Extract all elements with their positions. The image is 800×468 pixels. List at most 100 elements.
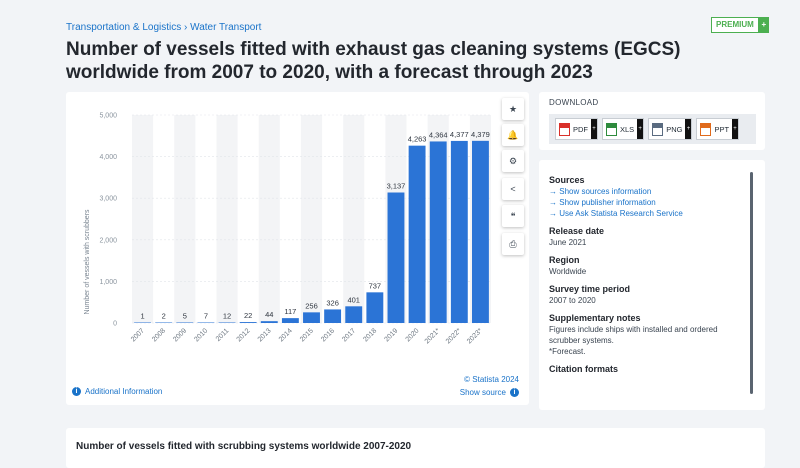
bar <box>260 321 278 323</box>
share-icon[interactable]: < <box>502 178 524 200</box>
region-heading: Region <box>549 255 580 265</box>
x-tick-label: 2014 <box>278 327 294 343</box>
bar <box>155 322 173 323</box>
data-label: 117 <box>284 307 296 316</box>
download-ppt-label: PPT <box>714 124 730 134</box>
data-label: 44 <box>265 310 273 319</box>
data-label: 5 <box>183 312 187 321</box>
show-sources-link[interactable]: → Show sources information <box>549 187 652 196</box>
x-tick-label: 2009 <box>172 327 188 343</box>
bar <box>366 292 384 323</box>
xls-icon <box>606 122 617 136</box>
x-tick-label: 2022* <box>445 327 463 345</box>
plus-icon: + <box>685 119 692 139</box>
quote-icon[interactable]: ❝ <box>502 205 524 227</box>
column-band <box>216 115 238 323</box>
bar <box>429 141 447 323</box>
notes-forecast: *Forecast. <box>549 347 586 356</box>
print-icon[interactable]: ⎙ <box>502 233 524 255</box>
x-tick-label: 2016 <box>320 327 336 343</box>
ask-statista-link[interactable]: → Use Ask Statista Research Service <box>549 209 683 218</box>
y-tick-label: 5,000 <box>99 113 117 120</box>
additional-info-link[interactable]: i Additional Information <box>72 387 162 396</box>
show-publisher-link[interactable]: → Show publisher information <box>549 198 656 207</box>
bar <box>239 322 257 323</box>
premium-badge[interactable]: PREMIUM + <box>711 17 769 33</box>
bar <box>176 322 194 323</box>
data-label: 4,364 <box>429 130 448 139</box>
x-tick-label: 2007 <box>130 327 146 343</box>
x-tick-label: 2023* <box>466 327 484 345</box>
show-source-link[interactable]: Show source i <box>460 388 519 397</box>
data-label: 1 <box>140 312 144 321</box>
download-buttons: PDF + XLS + PNG + PPT + <box>549 114 756 144</box>
x-tick-label: 2010 <box>193 327 209 343</box>
column-band <box>132 115 154 323</box>
bell-icon[interactable]: 🔔 <box>502 124 524 146</box>
page-title: Number of vessels fitted with exhaust ga… <box>66 39 681 83</box>
info-scrollbar[interactable] <box>750 172 753 394</box>
y-tick-label: 4,000 <box>99 154 117 161</box>
column-band <box>343 115 365 323</box>
plus-icon: + <box>637 119 644 139</box>
ask-statista-label: Use Ask Statista Research Service <box>559 209 683 218</box>
chart-card: 0 1,000 2,000 3,000 4,000 5,000 1 2 5 7 12 22 44 117… <box>66 92 529 405</box>
premium-label: PREMIUM <box>711 17 759 33</box>
download-ppt-button[interactable]: PPT + <box>696 118 740 140</box>
download-xls-button[interactable]: XLS + <box>602 118 645 140</box>
plus-icon: + <box>591 119 597 139</box>
y-tick-label: 0 <box>113 321 117 328</box>
statista-credit[interactable]: © Statista 2024 <box>464 375 519 384</box>
bar <box>408 145 426 323</box>
bar <box>471 140 489 323</box>
release-value: June 2021 <box>549 238 587 247</box>
download-card: DOWNLOAD PDF + XLS + PNG + PPT + <box>539 92 765 150</box>
png-icon <box>652 122 664 136</box>
related-statistic-card[interactable]: Number of vessels fitted with scrubbing … <box>66 428 765 468</box>
breadcrumb[interactable]: Transportation & Logistics › Water Trans… <box>66 22 262 33</box>
x-tick-label: 2008 <box>151 327 167 343</box>
x-tick-label: 2020 <box>405 327 421 343</box>
gear-icon[interactable]: ⚙ <box>502 150 524 172</box>
download-png-label: PNG <box>666 124 683 134</box>
data-label: 737 <box>369 281 382 290</box>
show-sources-label: Show sources information <box>559 187 652 196</box>
data-label: 22 <box>244 311 252 320</box>
y-tick-label: 1,000 <box>99 279 117 286</box>
info-icon: i <box>72 387 81 396</box>
data-label: 4,263 <box>408 135 427 144</box>
y-tick-label: 3,000 <box>99 196 117 203</box>
x-tick-label: 2021* <box>424 327 442 345</box>
plus-icon: + <box>732 119 739 139</box>
sources-heading: Sources <box>549 175 585 185</box>
download-heading: DOWNLOAD <box>549 98 599 107</box>
notes-heading: Supplementary notes <box>549 313 641 323</box>
y-axis-label: Number of vessels with scrubbers <box>84 209 91 315</box>
download-png-button[interactable]: PNG + <box>648 118 693 140</box>
data-label: 326 <box>326 298 339 307</box>
x-tick-label: 2019 <box>383 327 399 343</box>
bar <box>303 312 320 323</box>
star-icon[interactable]: ★ <box>502 98 524 120</box>
data-label: 7 <box>204 312 208 321</box>
ppt-icon <box>700 122 712 136</box>
related-statistic-title: Number of vessels fitted with scrubbing … <box>76 441 412 452</box>
download-xls-label: XLS <box>620 124 635 134</box>
bar <box>281 318 299 323</box>
x-tick-label: 2013 <box>257 327 273 343</box>
data-label: 3,137 <box>387 182 406 191</box>
bar <box>134 322 152 323</box>
column-band <box>300 115 323 323</box>
survey-heading: Survey time period <box>549 284 631 294</box>
show-publisher-label: Show publisher information <box>559 198 656 207</box>
data-label: 401 <box>347 295 360 304</box>
data-label: 256 <box>305 301 318 310</box>
bar <box>324 309 342 323</box>
data-label: 2 <box>162 312 166 321</box>
x-tick-label: 2012 <box>236 327 252 343</box>
citation-heading: Citation formats <box>549 364 619 374</box>
bar <box>450 140 468 323</box>
download-pdf-button[interactable]: PDF + <box>555 118 598 140</box>
y-tick-label: 2,000 <box>99 237 117 244</box>
